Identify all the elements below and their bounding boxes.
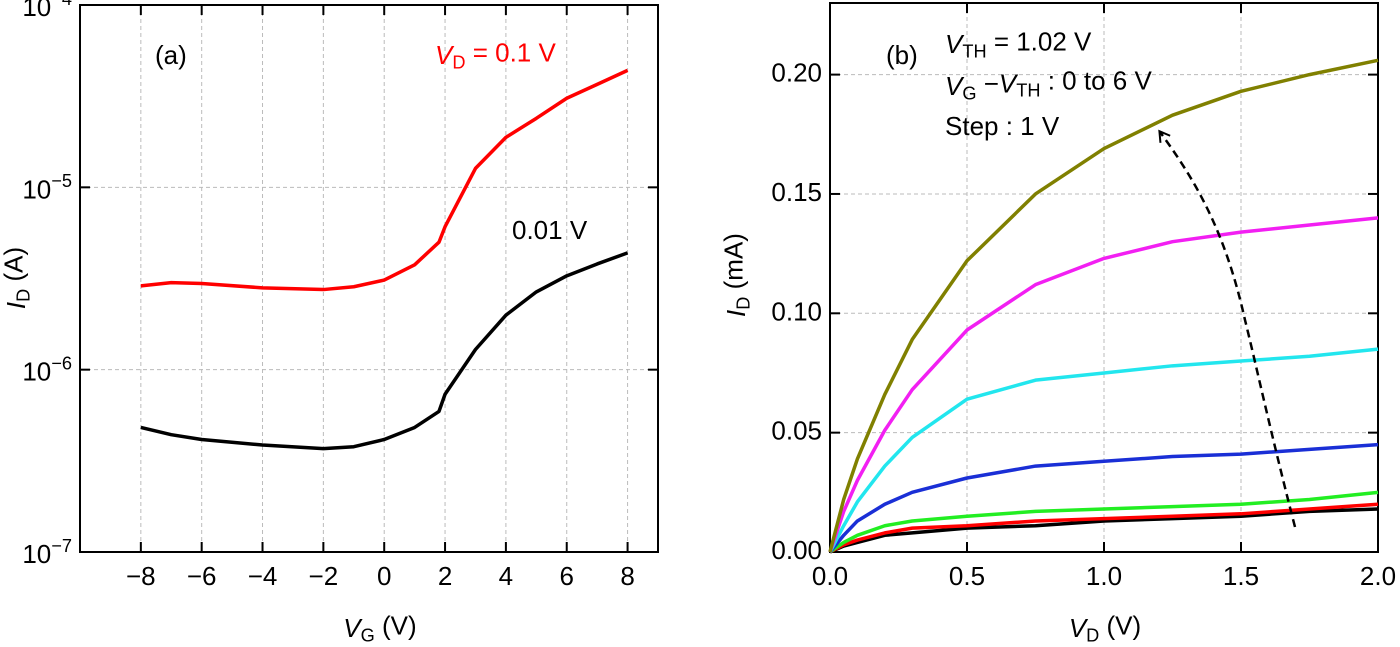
y-tick-label: 0.10	[771, 296, 822, 326]
annotation: VTH = 1.02 V	[945, 26, 1092, 61]
y-tick-label: 0.15	[771, 177, 822, 207]
x-tick-label: 6	[560, 561, 574, 591]
x-axis-title: VD (V)	[1069, 610, 1141, 645]
x-tick-label: −6	[187, 561, 217, 591]
x-tick-label: −4	[248, 561, 278, 591]
panel: −8 −6 −4 −2 0 2 4 6 8 10−7 10−6 10−5 10−4 VG (V) ID (A…	[0, 0, 659, 645]
annotation: (a)	[155, 40, 187, 70]
data-line	[828, 442, 1379, 554]
data-line	[828, 216, 1379, 553]
annotation: Step : 1 V	[945, 111, 1060, 141]
x-tick-label: 0.0	[812, 561, 848, 591]
y-tick-label: 10−4	[22, 0, 72, 22]
annotation: VD = 0.1 V	[435, 37, 556, 72]
y-axis-title: ID (A)	[0, 247, 33, 309]
annotation: (b)	[886, 40, 918, 70]
data-line	[140, 68, 629, 292]
sweep-arrow	[1158, 129, 1297, 528]
annotation: 0.01 V	[512, 215, 588, 245]
data-line	[828, 58, 1379, 553]
y-axis-title: ID (mA)	[718, 233, 753, 317]
data-line	[828, 490, 1379, 554]
x-tick-label: 0.5	[949, 561, 985, 591]
data-line	[828, 347, 1379, 553]
x-tick-label: 0	[377, 561, 391, 591]
x-tick-label: 2.0	[1360, 561, 1396, 591]
data-line	[140, 251, 629, 451]
x-tick-label: −2	[309, 561, 339, 591]
y-tick-label: 0.05	[771, 416, 822, 446]
y-tick-label: 10−7	[22, 536, 72, 569]
x-tick-label: 1.5	[1223, 561, 1259, 591]
y-tick-label: 0.20	[771, 57, 822, 87]
x-tick-label: 4	[499, 561, 513, 591]
y-tick-label: 0.00	[771, 535, 822, 565]
x-tick-label: 2	[438, 561, 452, 591]
x-axis-title: VG (V)	[343, 610, 416, 645]
y-tick-label: 10−5	[22, 171, 72, 204]
data-line	[829, 507, 1379, 554]
plot-frame	[829, 2, 1379, 553]
annotation: VG −VTH : 0 to 6 V	[945, 65, 1152, 103]
plot-frame	[79, 4, 659, 553]
y-tick-label: 10−6	[22, 353, 72, 386]
x-tick-label: 1.0	[1086, 561, 1122, 591]
x-tick-label: 8	[620, 561, 634, 591]
panel: 0.0 0.5 1.0 1.5 2.0 0.00 0.05 0.10 0.15 0.20 VD (V…	[718, 2, 1396, 645]
data-line	[829, 502, 1379, 554]
x-tick-label: −8	[126, 561, 156, 591]
